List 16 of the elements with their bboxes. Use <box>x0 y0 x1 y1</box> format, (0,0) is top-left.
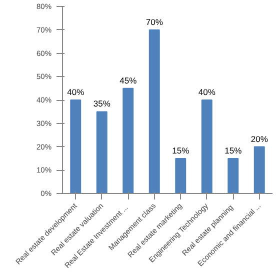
bar <box>228 158 239 194</box>
data-label: 45% <box>120 75 138 86</box>
data-label: 20% <box>250 134 268 144</box>
bar <box>148 29 160 194</box>
bar <box>122 88 134 194</box>
data-label: 40% <box>198 87 216 97</box>
bar <box>96 111 108 194</box>
data-label: 40% <box>67 87 85 97</box>
bar <box>201 100 212 194</box>
data-label: 15% <box>224 145 242 156</box>
bar <box>70 100 82 194</box>
bar <box>254 146 265 194</box>
data-label: 35% <box>93 98 111 109</box>
bar <box>175 158 186 194</box>
data-label: 15% <box>172 145 190 156</box>
data-label: 70% <box>146 16 164 27</box>
